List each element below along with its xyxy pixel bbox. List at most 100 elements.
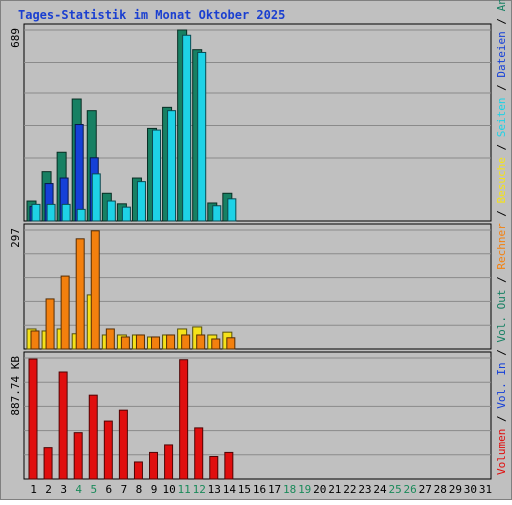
x-tick-label-day-19: 19 bbox=[298, 483, 311, 496]
x-tick-label-day-28: 28 bbox=[434, 483, 447, 496]
bar-seiten-day-9 bbox=[152, 129, 162, 222]
x-tick-label-day-24: 24 bbox=[373, 483, 387, 496]
x-tick-label-day-17: 17 bbox=[268, 483, 281, 496]
x-tick-label-day-13: 13 bbox=[208, 483, 221, 496]
x-tick-label-day-1: 1 bbox=[30, 483, 37, 496]
x-tick-label-day-26: 26 bbox=[404, 483, 417, 496]
x-tick-label-day-11: 11 bbox=[178, 483, 191, 496]
bar-volumen-day-10 bbox=[164, 444, 174, 480]
x-tick-label-day-20: 20 bbox=[313, 483, 326, 496]
panel-top: 689 bbox=[9, 23, 492, 222]
x-tick-label-day-12: 12 bbox=[193, 483, 206, 496]
x-tick-label-day-21: 21 bbox=[328, 483, 341, 496]
bar-rechner-day-4 bbox=[75, 238, 85, 350]
x-tick-label-day-5: 5 bbox=[90, 483, 97, 496]
legend-item-rechner: Rechner bbox=[495, 223, 508, 270]
bar-rechner-day-12 bbox=[196, 334, 206, 350]
legend-separator: / bbox=[495, 343, 508, 363]
bar-rechner-day-6 bbox=[105, 328, 115, 350]
x-tick-label-day-30: 30 bbox=[464, 483, 477, 496]
x-tick-label-day-14: 14 bbox=[223, 483, 237, 496]
bar-dateien-day-4 bbox=[74, 124, 84, 222]
bar-rechner-day-14 bbox=[226, 337, 236, 350]
panel-middle: 297 bbox=[9, 223, 492, 350]
bar-seiten-day-8 bbox=[136, 181, 146, 222]
x-tick-label-day-22: 22 bbox=[343, 483, 356, 496]
x-tick-label-day-15: 15 bbox=[238, 483, 251, 496]
x-tick-label-day-31: 31 bbox=[479, 483, 492, 496]
x-tick-label-day-8: 8 bbox=[136, 483, 143, 496]
legend-item-vol-in: Vol. In bbox=[495, 362, 508, 408]
x-tick-label-day-4: 4 bbox=[75, 483, 82, 496]
bar-seiten-day-4 bbox=[76, 208, 86, 222]
x-tick-label-day-3: 3 bbox=[60, 483, 67, 496]
legend-separator: / bbox=[495, 78, 508, 98]
bar-volumen-day-5 bbox=[88, 394, 98, 480]
bar-seiten-day-10 bbox=[167, 110, 177, 222]
x-axis-labels: 1 2 3 4 5 6 7 8 9 10 11 12 13 14 15 16 17 18 19 20 21 22 23 24 2… bbox=[30, 483, 492, 496]
bar-volumen-day-8 bbox=[133, 461, 143, 480]
x-tick-label-day-9: 9 bbox=[151, 483, 158, 496]
y-max-label-bottom: 887.74 KB bbox=[9, 356, 22, 416]
bar-rechner-day-2 bbox=[45, 298, 55, 350]
x-tick-label-day-10: 10 bbox=[162, 483, 175, 496]
bar-volumen-day-3 bbox=[58, 371, 68, 480]
bar-rechner-day-7 bbox=[120, 336, 130, 350]
x-tick-label-day-27: 27 bbox=[419, 483, 432, 496]
panels: 689 297 887.74 KB bbox=[9, 23, 492, 480]
y-max-label-top: 689 bbox=[9, 28, 22, 48]
bar-rechner-day-10 bbox=[166, 334, 176, 350]
bar-seiten-day-5 bbox=[91, 173, 101, 222]
bar-volumen-day-11 bbox=[179, 359, 189, 480]
bar-seiten-day-11 bbox=[182, 34, 192, 222]
legend-text: Volumen / Vol. In / Vol. Out / Rechner /… bbox=[495, 0, 508, 475]
bar-rechner-day-11 bbox=[181, 334, 191, 350]
bar-seiten-day-14 bbox=[227, 198, 237, 222]
x-tick-label-day-25: 25 bbox=[388, 483, 401, 496]
panel-frame-top bbox=[23, 23, 492, 222]
bar-seiten-day-6 bbox=[106, 200, 116, 222]
bar-seiten-day-3 bbox=[61, 203, 71, 222]
bar-volumen-day-12 bbox=[194, 427, 204, 480]
bar-rechner-day-13 bbox=[211, 338, 221, 350]
legend-item-seiten: Seiten bbox=[495, 97, 508, 137]
bar-volumen-day-6 bbox=[103, 420, 113, 480]
x-tick-label-day-18: 18 bbox=[283, 483, 296, 496]
x-tick-label-day-7: 7 bbox=[121, 483, 128, 496]
bar-volumen-day-7 bbox=[118, 409, 128, 480]
bar-volumen-day-2 bbox=[43, 447, 53, 480]
panel-frame-middle bbox=[23, 223, 492, 350]
legend-separator: / bbox=[495, 409, 508, 429]
bar-seiten-day-1 bbox=[31, 203, 41, 222]
legend-item-vol-out: Vol. Out bbox=[495, 290, 508, 343]
legend-item-anfragen: Anfragen bbox=[495, 0, 508, 11]
bar-volumen-day-9 bbox=[149, 451, 159, 480]
bar-rechner-day-5 bbox=[90, 230, 100, 350]
legend-item-dateien: Dateien bbox=[495, 31, 508, 77]
x-tick-label-day-6: 6 bbox=[106, 483, 113, 496]
bar-rechner-day-8 bbox=[135, 334, 145, 350]
bar-volumen-day-1 bbox=[28, 358, 38, 480]
y-max-label-middle: 297 bbox=[9, 228, 22, 248]
legend: Volumen / Vol. In / Vol. Out / Rechner /… bbox=[495, 0, 508, 475]
bar-rechner-day-1 bbox=[30, 330, 40, 350]
bar-rechner-day-3 bbox=[60, 275, 70, 350]
x-tick-label-day-29: 29 bbox=[449, 483, 462, 496]
bar-seiten-day-12 bbox=[197, 51, 207, 222]
panel-frame-bottom bbox=[23, 351, 492, 480]
legend-item-besuche: Besuche bbox=[495, 157, 508, 203]
chart-title: Tages-Statistik im Monat Oktober 2025 bbox=[18, 8, 285, 22]
panel-bottom: 887.74 KB bbox=[9, 351, 492, 480]
x-tick-label-day-16: 16 bbox=[253, 483, 266, 496]
bar-volumen-day-14 bbox=[224, 451, 234, 480]
legend-separator: / bbox=[495, 203, 508, 223]
bar-volumen-day-13 bbox=[209, 456, 219, 480]
bar-rechner-day-9 bbox=[151, 336, 161, 350]
bar-seiten-day-7 bbox=[121, 206, 131, 222]
bar-seiten-day-2 bbox=[46, 203, 56, 222]
legend-separator: / bbox=[495, 270, 508, 290]
legend-separator: / bbox=[495, 137, 508, 157]
x-tick-label-day-2: 2 bbox=[45, 483, 52, 496]
